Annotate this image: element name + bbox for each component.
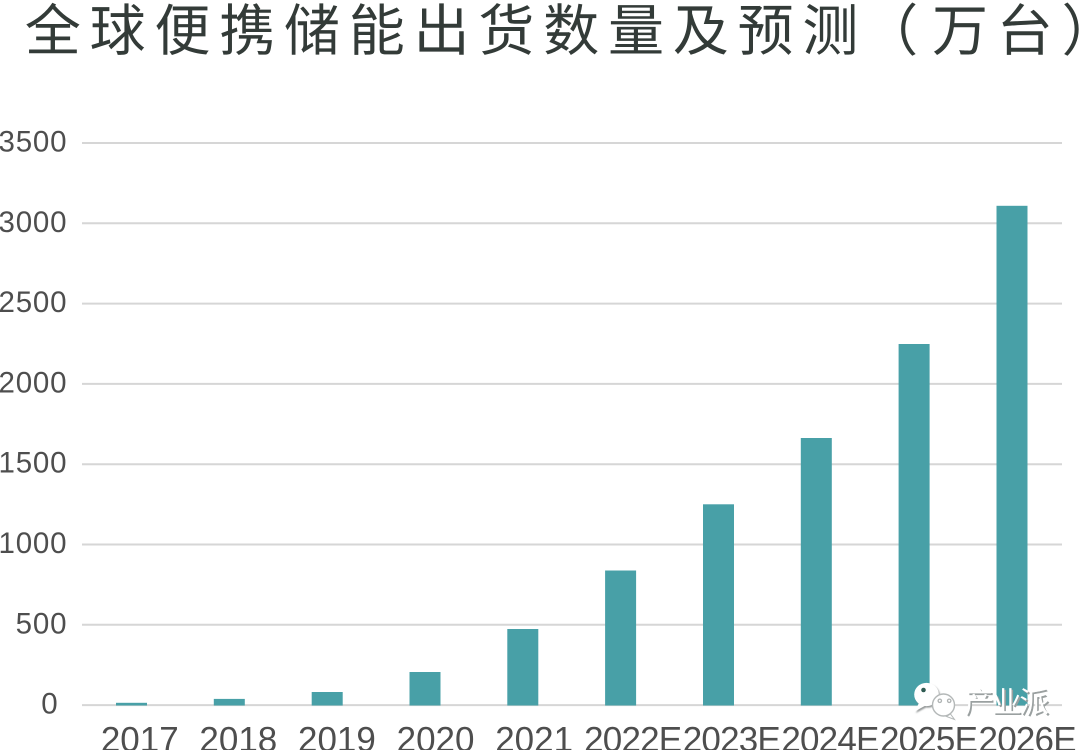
- svg-text:500: 500: [16, 607, 68, 640]
- svg-text:2019: 2019: [298, 721, 376, 751]
- svg-text:2023E: 2023E: [683, 721, 780, 751]
- svg-text:2022E: 2022E: [584, 721, 681, 751]
- svg-text:2025E: 2025E: [880, 721, 977, 751]
- svg-text:2500: 2500: [0, 286, 67, 319]
- svg-text:2021: 2021: [495, 721, 573, 751]
- svg-text:2020: 2020: [397, 721, 475, 751]
- svg-text:3000: 3000: [0, 206, 67, 239]
- svg-text:2026E: 2026E: [979, 721, 1076, 751]
- svg-text:2018: 2018: [199, 721, 277, 751]
- svg-text:0: 0: [41, 688, 58, 721]
- svg-text:2000: 2000: [0, 366, 67, 399]
- svg-text:2017: 2017: [101, 721, 179, 751]
- svg-text:1500: 1500: [0, 447, 67, 480]
- svg-text:1000: 1000: [0, 527, 67, 560]
- svg-text:2024E: 2024E: [781, 721, 878, 751]
- svg-text:3500: 3500: [0, 126, 67, 159]
